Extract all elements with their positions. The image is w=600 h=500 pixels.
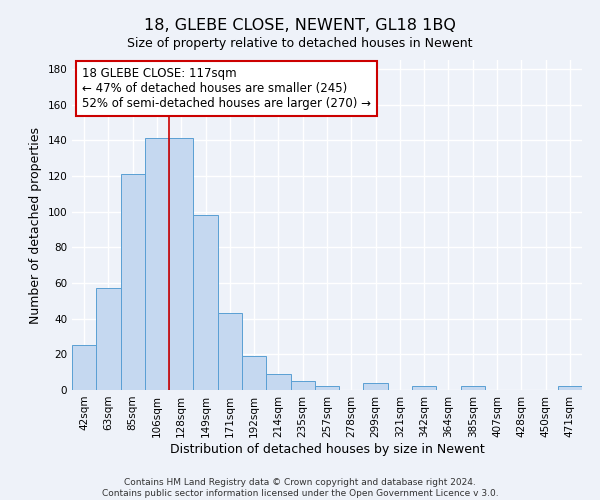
Bar: [218, 314, 242, 390]
X-axis label: Distribution of detached houses by size in Newent: Distribution of detached houses by size …: [170, 442, 484, 456]
Bar: [315, 386, 339, 390]
Bar: [145, 138, 169, 390]
Bar: [169, 138, 193, 390]
Text: 18, GLEBE CLOSE, NEWENT, GL18 1BQ: 18, GLEBE CLOSE, NEWENT, GL18 1BQ: [144, 18, 456, 32]
Y-axis label: Number of detached properties: Number of detached properties: [29, 126, 42, 324]
Bar: [461, 386, 485, 390]
Text: Contains HM Land Registry data © Crown copyright and database right 2024.
Contai: Contains HM Land Registry data © Crown c…: [101, 478, 499, 498]
Bar: [72, 346, 96, 390]
Bar: [266, 374, 290, 390]
Bar: [364, 383, 388, 390]
Bar: [242, 356, 266, 390]
Bar: [96, 288, 121, 390]
Bar: [121, 174, 145, 390]
Bar: [193, 215, 218, 390]
Text: Size of property relative to detached houses in Newent: Size of property relative to detached ho…: [127, 38, 473, 51]
Text: 18 GLEBE CLOSE: 117sqm
← 47% of detached houses are smaller (245)
52% of semi-de: 18 GLEBE CLOSE: 117sqm ← 47% of detached…: [82, 66, 371, 110]
Bar: [290, 381, 315, 390]
Bar: [412, 386, 436, 390]
Bar: [558, 386, 582, 390]
